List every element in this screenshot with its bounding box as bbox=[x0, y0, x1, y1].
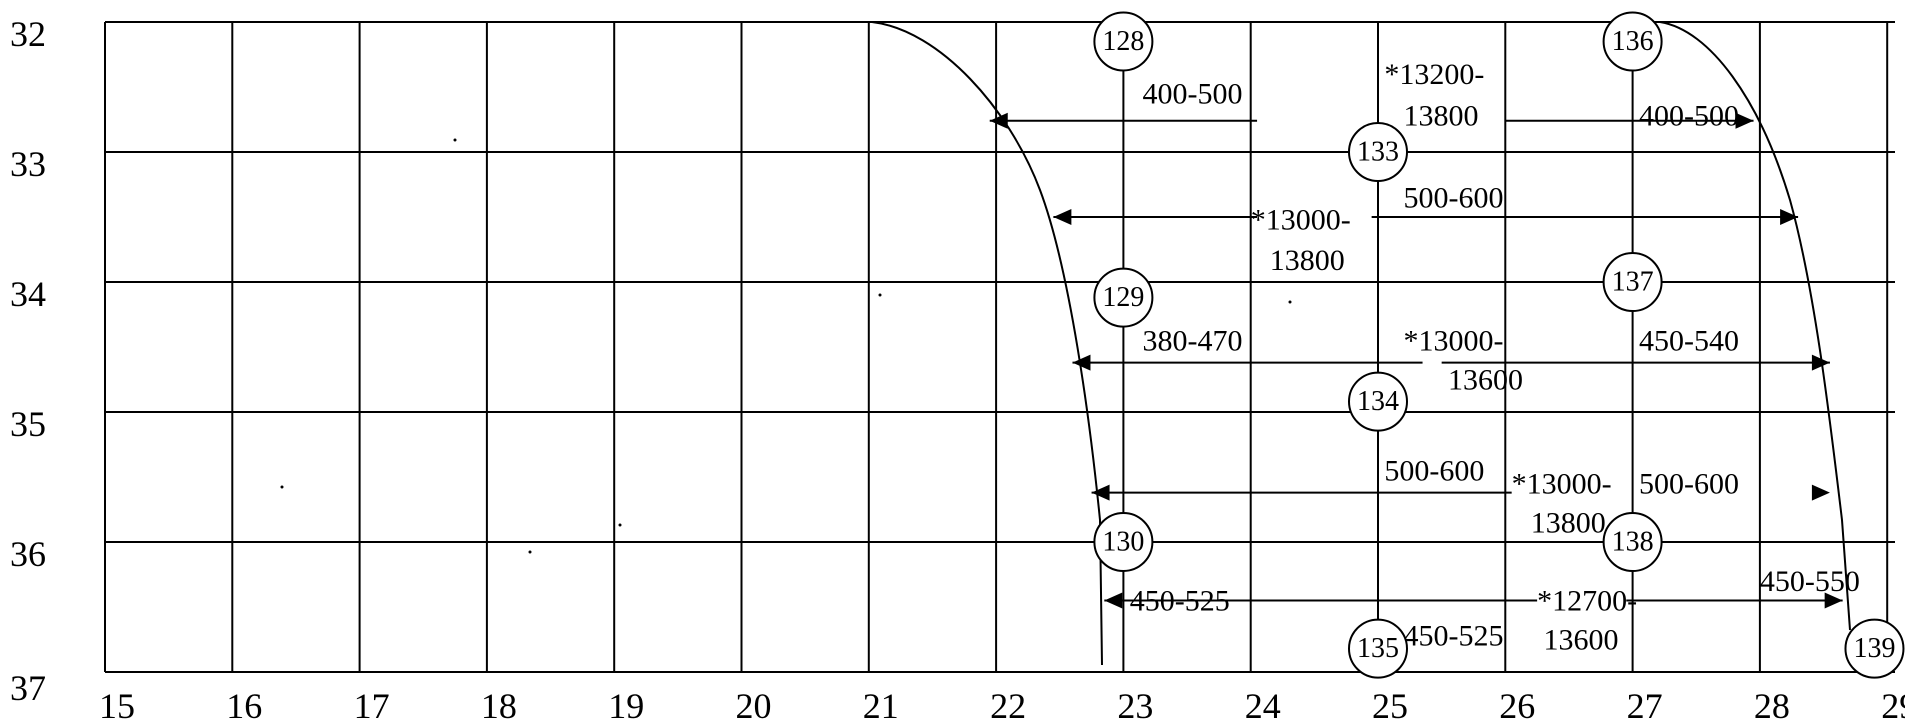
range-label: *13000- bbox=[1251, 204, 1351, 237]
x-tick-label: 28 bbox=[1754, 686, 1790, 726]
node-label: 130 bbox=[1102, 527, 1144, 558]
node-label: 129 bbox=[1102, 282, 1144, 313]
x-tick-label: 25 bbox=[1372, 686, 1408, 726]
node-label: 136 bbox=[1612, 26, 1654, 57]
arrow-head bbox=[1072, 354, 1091, 371]
node-label: 133 bbox=[1357, 137, 1399, 168]
range-label: 13800 bbox=[1403, 100, 1478, 133]
arrow-head bbox=[1735, 112, 1754, 129]
x-tick-label: 15 bbox=[99, 686, 135, 726]
stray-dot bbox=[618, 523, 622, 527]
grid-lines bbox=[104, 21, 1895, 673]
boundary-curves bbox=[871, 21, 1851, 666]
y-tick-label: 36 bbox=[10, 534, 46, 574]
node-circle bbox=[1093, 512, 1154, 572]
arrow-head bbox=[1091, 484, 1110, 501]
range-label: *12700- bbox=[1537, 585, 1637, 618]
node-label: 128 bbox=[1102, 26, 1144, 57]
arrow-head bbox=[1811, 484, 1830, 501]
range-label: *13000- bbox=[1512, 468, 1612, 501]
y-tick-label: 35 bbox=[10, 404, 46, 444]
node-label: 137 bbox=[1612, 267, 1654, 298]
x-axis-ticks: 15 16 17 18 19 20 21 22 23 24 25 26 27 28 29 bbox=[99, 686, 1905, 726]
y-tick-label: 32 bbox=[10, 14, 46, 54]
x-tick-label: 26 bbox=[1499, 686, 1535, 726]
range-label: 500-600 bbox=[1384, 455, 1484, 488]
x-tick-label: 29 bbox=[1881, 686, 1905, 726]
range-label: 400-500 bbox=[1639, 100, 1739, 133]
range-label: 450-525 bbox=[1130, 585, 1230, 618]
range-label: 450-550 bbox=[1760, 565, 1860, 598]
range-label: 400-500 bbox=[1142, 78, 1242, 111]
x-tick-label: 27 bbox=[1627, 686, 1663, 726]
node-circle bbox=[1348, 618, 1408, 679]
range-label: *13200- bbox=[1384, 58, 1484, 91]
node-circle bbox=[1602, 512, 1663, 572]
x-tick-label: 17 bbox=[354, 686, 390, 726]
node-circle bbox=[1602, 11, 1663, 72]
node-label: 139 bbox=[1853, 633, 1895, 664]
left-boundary-curve bbox=[871, 21, 1103, 666]
range-label: 500-600 bbox=[1639, 468, 1739, 501]
range-label: *13000- bbox=[1403, 325, 1503, 358]
range-label: 380-470 bbox=[1142, 325, 1242, 358]
stray-dot bbox=[878, 293, 882, 297]
range-labels: 400-500 *13200- 13800 400-500 500-600 *13000-… bbox=[1130, 58, 1860, 657]
arrows bbox=[989, 112, 1843, 609]
range-label: 450-540 bbox=[1639, 325, 1739, 358]
arrow-head bbox=[1104, 592, 1123, 609]
x-tick-label: 18 bbox=[481, 686, 517, 726]
node-circle bbox=[1602, 252, 1663, 312]
range-label: 13600 bbox=[1448, 364, 1523, 397]
node-circle bbox=[1348, 371, 1408, 432]
arrow-head bbox=[1811, 354, 1830, 371]
right-boundary-curve bbox=[1659, 21, 1851, 631]
arrow-head bbox=[1053, 209, 1072, 225]
y-axis-ticks: 32 33 34 35 36 37 bbox=[10, 14, 46, 708]
nodes: 128 129 130 133 134 135 136 137 138 139 bbox=[1093, 11, 1905, 679]
stray-dot bbox=[528, 550, 532, 554]
stray-dots bbox=[280, 138, 1292, 554]
range-label: 500-600 bbox=[1403, 182, 1503, 215]
x-tick-label: 23 bbox=[1117, 686, 1153, 726]
node-circle bbox=[1348, 122, 1408, 182]
node-label: 138 bbox=[1612, 527, 1654, 558]
y-tick-label: 37 bbox=[10, 668, 46, 708]
x-tick-label: 20 bbox=[736, 686, 772, 726]
node-circle bbox=[1844, 618, 1905, 679]
x-tick-label: 22 bbox=[990, 686, 1026, 726]
y-tick-label: 33 bbox=[10, 144, 46, 184]
node-label: 134 bbox=[1357, 386, 1399, 417]
stray-dot bbox=[280, 485, 284, 489]
node-circle bbox=[1093, 267, 1154, 328]
x-tick-label: 16 bbox=[226, 686, 262, 726]
x-tick-label: 24 bbox=[1245, 686, 1281, 726]
arrow-head bbox=[1824, 592, 1843, 609]
y-tick-label: 34 bbox=[10, 274, 46, 314]
range-label: 13800 bbox=[1531, 507, 1606, 540]
range-label: 13800 bbox=[1270, 244, 1345, 277]
arrow-head bbox=[1780, 209, 1799, 225]
range-label: 450-525 bbox=[1403, 620, 1503, 653]
range-label: 13600 bbox=[1543, 624, 1618, 657]
node-circle bbox=[1093, 11, 1154, 72]
x-tick-label: 19 bbox=[608, 686, 644, 726]
stray-dot bbox=[1288, 300, 1292, 304]
node-label: 135 bbox=[1357, 633, 1399, 664]
x-tick-label: 21 bbox=[863, 686, 899, 726]
stray-dot bbox=[453, 138, 457, 142]
arrow-head bbox=[989, 112, 1008, 129]
